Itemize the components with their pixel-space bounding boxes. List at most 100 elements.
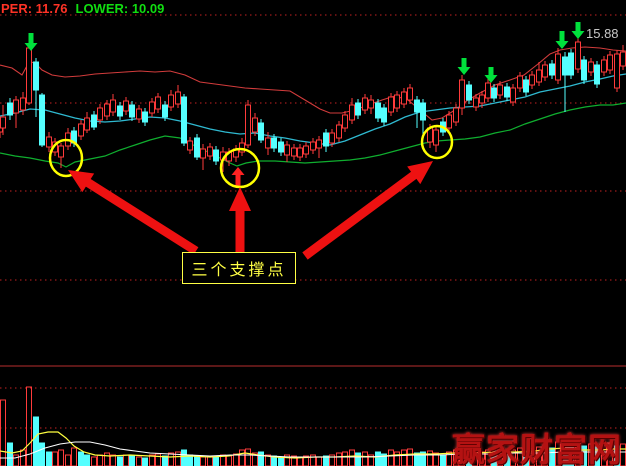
candle-up [200,148,206,159]
volume-bar-up [529,448,535,466]
support-points-label-box: 三个支撑点 [182,252,296,284]
volume-bar-up [13,454,19,466]
volume-bar-down [33,416,39,466]
buy-signal-arrow [231,167,245,186]
candle-up [620,51,626,67]
candle-up [155,96,161,110]
candle-down [129,104,135,118]
volume-bar-down [194,455,200,466]
candle-up [291,147,297,157]
candle-down [33,61,39,91]
candle-down [523,79,529,93]
sell-signal-arrow [457,58,471,75]
volume-bar-up [233,453,239,466]
candle-up [336,124,342,139]
candle-down [181,96,187,144]
volume-bar-up [65,454,71,466]
candle-up [310,141,316,151]
candle-up [349,104,355,121]
annotation-arrow [302,161,433,260]
volume-bar-up [479,451,485,466]
volume-bar-up [136,456,142,466]
candle-up [245,104,251,146]
volume-bar-down [39,442,45,466]
volume-bar-up [362,451,368,466]
volume-bar-up [497,448,503,466]
candle-up [13,99,19,114]
annotation-layer [48,124,454,260]
volume-bar-down [466,447,472,466]
volume-bar-up [542,445,548,466]
volume-bar-up [427,450,433,466]
support-points-text: 三个支撑点 [191,262,287,279]
candle-up [149,101,155,114]
candle-down [568,52,574,76]
candle-down [594,64,600,85]
candle-up [136,108,142,120]
volume-bar-down [414,452,420,466]
candle-up [110,99,116,113]
candle-up [485,82,491,99]
candle-down [194,137,200,158]
volume-bar-down [117,456,123,466]
candle-down [355,102,361,116]
volume-bar-up [168,452,174,466]
volume-layer [0,386,626,466]
candle-up [329,132,335,144]
volume-bar-down [181,449,187,466]
volume-bar-up [368,454,374,466]
candle-up [601,59,607,73]
volume-bar-down [78,451,84,466]
volume-bar-down [162,455,168,466]
volume-bar-up [149,454,155,466]
volume-bar-up [607,442,613,466]
candle-up [303,145,309,155]
volume-bar-up [303,455,309,466]
volume-bar-up [226,455,232,466]
volume-bar-up [446,451,452,466]
candle-up [0,116,6,129]
volume-bar-down [7,442,13,466]
candle-down [504,86,510,98]
volume-bar-down [568,443,574,466]
upper-band-value: PER: 11.76 [1,1,68,16]
volume-bar-down [129,455,135,466]
candle-down [213,149,219,162]
bollinger-upper-band [0,46,626,121]
candle-down [142,111,148,123]
candle-up [239,142,245,153]
annotation-arrow [68,170,199,255]
volume-bar-up [407,448,413,466]
volume-bar-down [381,453,387,466]
volume-bar-down [614,445,620,466]
volume-bar-up [26,386,32,466]
volume-bar-up [97,454,103,466]
volume-bar-up [349,449,355,466]
candle-up [453,107,459,123]
candle-up [388,96,394,113]
indicator-readout: PER: 11.76 LOWER: 10.09 [1,1,164,16]
volume-bar-down [355,452,361,466]
candle-down [117,105,123,117]
volume-bar-up [52,451,58,466]
volume-bar-up [0,399,6,466]
volume-bar-up [245,448,251,466]
volume-bar-up [284,454,290,466]
volume-bar-up [342,451,348,466]
candle-down [491,87,497,99]
sell-signal-arrow [555,31,569,49]
volume-bar-up [20,449,26,466]
volume-bar-up [336,452,342,466]
annotation-arrow [229,187,251,254]
volume-bar-down [323,455,329,466]
bollinger-lower-band [0,102,626,168]
volume-bar-up [291,455,297,466]
volume-bar-up [472,449,478,466]
candle-down [323,132,329,147]
candle-up [368,99,374,109]
candles-layer [0,36,626,172]
candle-up [510,87,516,103]
candle-up [284,144,290,156]
volume-bar-up [329,454,335,466]
